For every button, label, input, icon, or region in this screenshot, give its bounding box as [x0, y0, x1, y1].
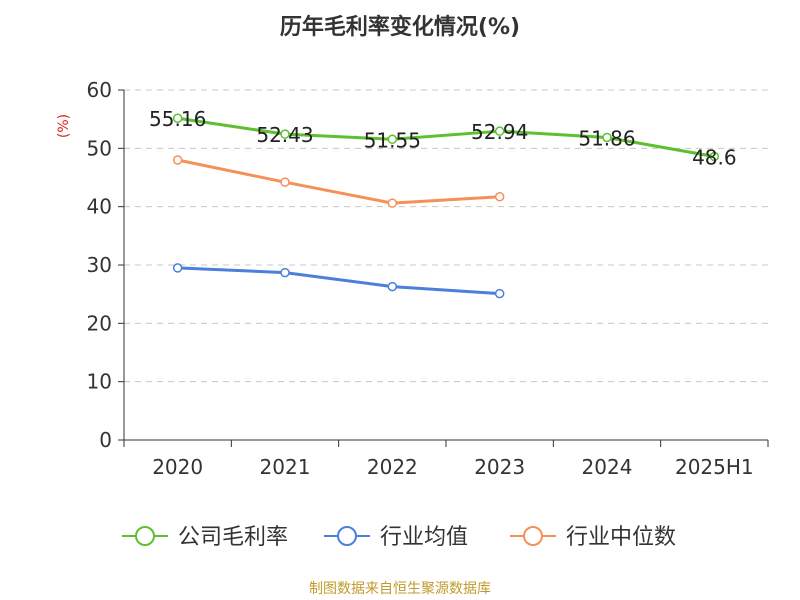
data-point [494, 192, 505, 202]
x-tick-label: 2022 [367, 455, 418, 479]
data-point [387, 198, 398, 208]
y-tick-label: 10 [87, 370, 112, 394]
data-label: 52.43 [256, 123, 313, 147]
x-tick-label: 2025H1 [675, 455, 754, 479]
data-point [709, 151, 720, 162]
x-tick-label: 2021 [260, 455, 311, 479]
y-tick-label: 60 [87, 78, 112, 102]
legend-label: 行业均值 [380, 525, 468, 550]
data-point [280, 267, 290, 278]
legend-marker [523, 526, 543, 546]
x-tick-label: 2024 [582, 455, 633, 479]
data-label: 51.55 [364, 128, 421, 152]
data-point [602, 132, 612, 143]
x-tick-label: 2020 [152, 455, 203, 479]
legend-label: 公司毛利率 [178, 525, 288, 550]
data-point [280, 177, 290, 187]
legend-marker [135, 526, 155, 546]
y-tick-label: 20 [87, 311, 112, 335]
series-line-2 [177, 158, 500, 205]
data-point [172, 263, 183, 273]
legend-label: 行业中位数 [566, 525, 676, 550]
chart-title: 历年毛利率变化情况(%) [280, 14, 520, 40]
data-point [280, 129, 290, 139]
data-point [494, 126, 505, 136]
series-line-1 [177, 266, 500, 296]
data-point [387, 281, 398, 292]
y-tick-label: 50 [87, 136, 112, 160]
data-label: 51.86 [578, 126, 635, 150]
data-label: 55.16 [149, 107, 206, 131]
source-footer: 制图数据来自恒生聚源数据库 [309, 581, 491, 597]
legend-marker [337, 526, 357, 546]
data-point [172, 113, 183, 123]
y-tick-label: 30 [87, 253, 112, 277]
data-label: 48.6 [692, 146, 737, 170]
y-tick-label: 40 [87, 195, 112, 219]
data-point [387, 134, 398, 145]
data-label: 52.94 [471, 120, 528, 144]
x-tick-label: 2023 [474, 455, 525, 479]
y-axis-label: (%) [56, 114, 72, 138]
y-tick-label: 0 [99, 428, 112, 452]
series-line-0 [177, 116, 715, 158]
data-point [494, 288, 505, 299]
data-point [172, 155, 183, 165]
